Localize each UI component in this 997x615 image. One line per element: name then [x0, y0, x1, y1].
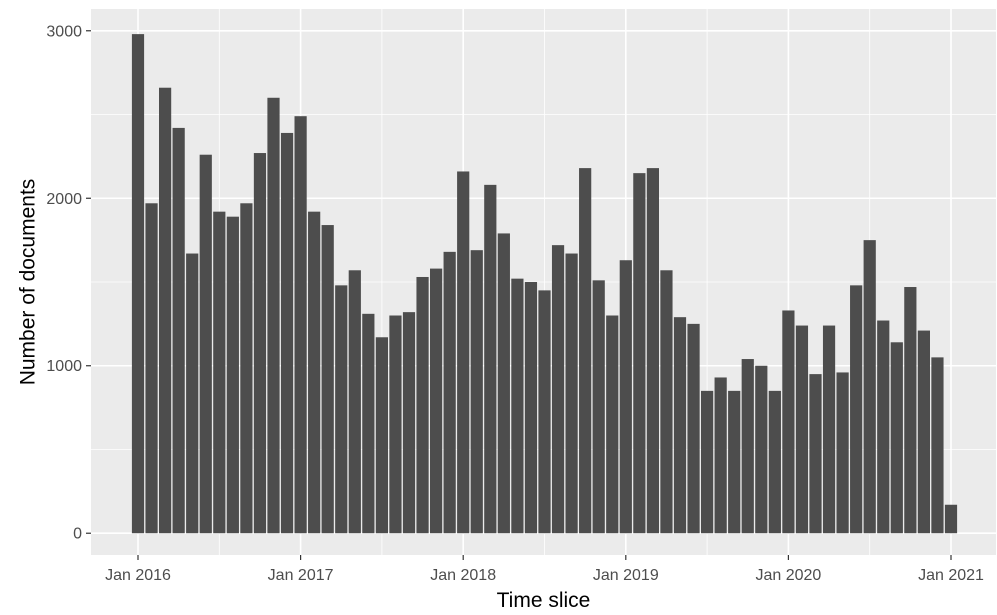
- bar: [172, 127, 185, 534]
- bar: [931, 357, 944, 534]
- bar: [375, 337, 388, 534]
- bar: [890, 342, 903, 534]
- bar: [131, 34, 145, 534]
- bar: [294, 116, 307, 534]
- bar: [822, 325, 836, 534]
- bar: [863, 240, 876, 534]
- bar: [335, 285, 348, 534]
- bar: [551, 245, 565, 534]
- bar: [470, 250, 483, 534]
- bar: [186, 253, 199, 534]
- y-tick-label: 3000: [46, 23, 82, 40]
- bar: [321, 225, 334, 534]
- y-tick-label: 0: [73, 526, 82, 543]
- bar: [416, 276, 429, 534]
- x-tick-label: Jan 2019: [593, 567, 659, 584]
- y-axis: 0 1000 2000 3000: [46, 23, 91, 543]
- bar: [497, 233, 510, 534]
- y-axis-title: Number of documents: [16, 179, 39, 386]
- bar: [267, 97, 280, 534]
- bar: [430, 268, 443, 534]
- bar: [538, 290, 551, 534]
- bar: [565, 253, 578, 534]
- bar: [402, 312, 416, 534]
- bar: [457, 171, 470, 534]
- bar: [836, 372, 849, 534]
- bar: [524, 282, 538, 534]
- bar: [673, 317, 687, 534]
- bar: [159, 87, 172, 534]
- x-tick-label: Jan 2018: [430, 567, 496, 584]
- bar: [741, 359, 754, 534]
- bar: [145, 203, 158, 534]
- bar: [592, 280, 605, 534]
- bar: [240, 203, 253, 534]
- bar: [917, 330, 930, 534]
- bar: [728, 390, 741, 534]
- bar: [619, 260, 632, 534]
- y-tick-label: 2000: [46, 191, 82, 208]
- bar: [944, 504, 958, 534]
- bar: [850, 285, 863, 534]
- bar: [701, 390, 714, 534]
- x-tick-label: Jan 2020: [755, 567, 821, 584]
- bar: [782, 310, 795, 534]
- bar: [904, 287, 917, 534]
- bar: [511, 278, 524, 534]
- bar: [389, 315, 402, 534]
- bar: [687, 323, 700, 534]
- x-axis-title: Time slice: [497, 589, 591, 612]
- bar: [348, 270, 361, 534]
- bar: [795, 325, 809, 534]
- bar: [280, 132, 294, 534]
- bar-series: [131, 34, 958, 534]
- bar: [443, 251, 456, 534]
- bar: [484, 184, 497, 534]
- bar: [660, 270, 673, 534]
- bar: [199, 154, 212, 534]
- x-tick-label: Jan 2021: [918, 567, 984, 584]
- bar: [606, 315, 619, 534]
- bar: [226, 216, 239, 534]
- bar: [768, 390, 781, 534]
- bar: [633, 173, 646, 534]
- x-tick-label: Jan 2017: [268, 567, 334, 584]
- bar: [714, 377, 727, 534]
- bar: [877, 320, 890, 534]
- bar: [646, 168, 659, 534]
- x-axis: Jan 2016 Jan 2017 Jan 2018 Jan 2019 Jan 2020…: [105, 555, 984, 584]
- bar: [809, 374, 822, 534]
- bar: [213, 211, 226, 534]
- bar: [755, 365, 768, 534]
- x-tick-label: Jan 2016: [105, 567, 171, 584]
- y-tick-label: 1000: [46, 358, 82, 375]
- bar: [308, 211, 321, 534]
- bar: [253, 153, 267, 534]
- bar: [362, 313, 375, 534]
- bar: [579, 168, 592, 534]
